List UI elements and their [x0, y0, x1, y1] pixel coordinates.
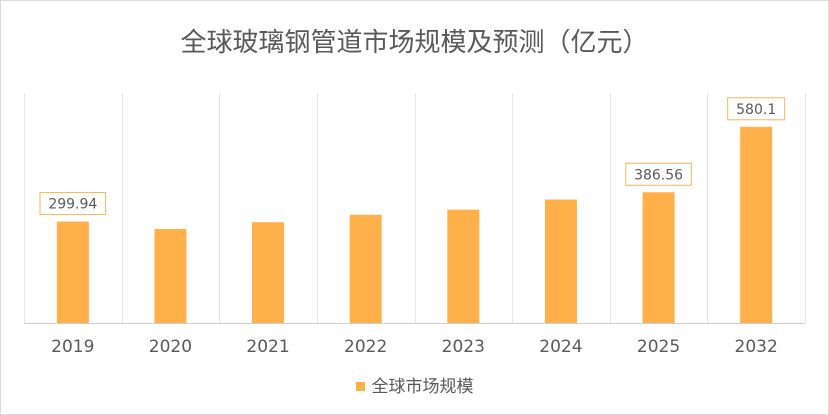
data-label: 299.94: [48, 197, 97, 213]
bar: [349, 214, 382, 323]
bar: [544, 199, 577, 323]
legend-label: 全球市场规模: [371, 377, 474, 397]
bar: [56, 221, 89, 323]
x-tick-label: 2019: [51, 337, 94, 357]
data-label-box: [727, 97, 786, 121]
x-tick-label: 2023: [442, 337, 485, 357]
bar: [154, 228, 187, 323]
bar: [740, 126, 773, 323]
legend-swatch: [355, 382, 365, 391]
data-label-box: [39, 192, 107, 216]
bar: [252, 222, 285, 323]
data-label: 580.1: [736, 102, 776, 118]
x-tick-label: 2022: [344, 337, 387, 357]
bar: [642, 192, 675, 323]
x-tick-label: 2024: [539, 337, 582, 357]
x-tick-label: 2020: [149, 337, 192, 357]
chart-title: 全球玻璃钢管道市场规模及预测（亿元）: [180, 28, 649, 58]
data-label: 386.56: [634, 167, 683, 183]
bar: [447, 209, 480, 323]
x-tick-label: 2021: [246, 337, 289, 357]
x-tick-label: 2025: [637, 337, 680, 357]
data-label-box: [625, 162, 692, 186]
x-tick-label: 2032: [735, 337, 778, 357]
legend: 全球市场规模: [0, 372, 829, 397]
